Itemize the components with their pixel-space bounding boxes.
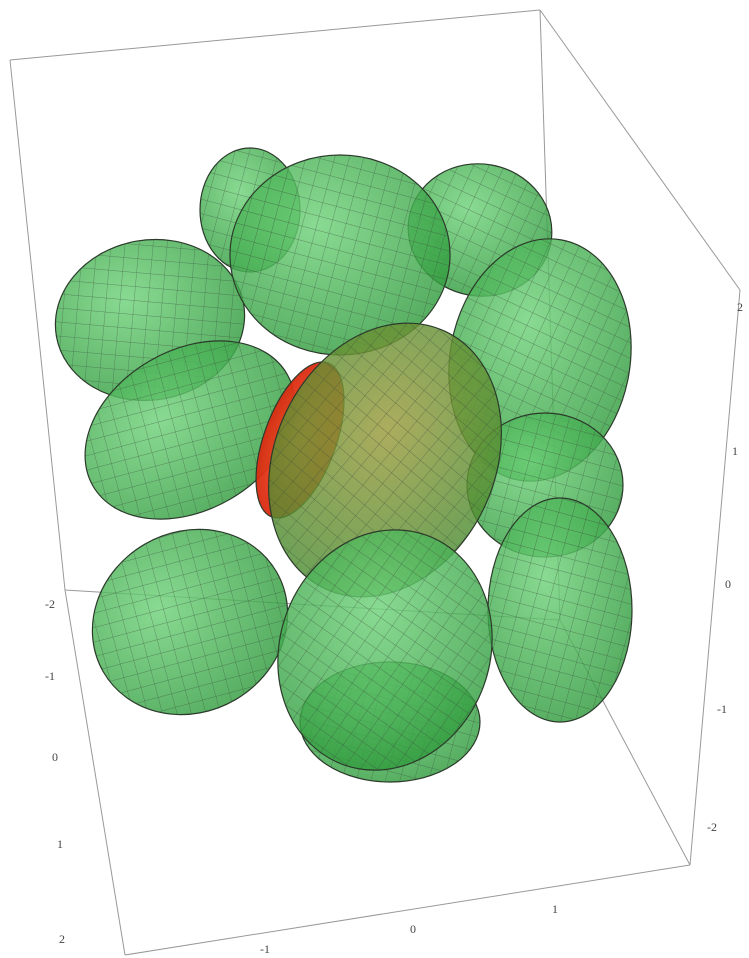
left-tick-label: -1 <box>45 669 55 683</box>
left-tick-label: -2 <box>45 597 55 611</box>
ellipsoid-mesh <box>268 323 502 597</box>
left-tick-label: 0 <box>52 750 58 764</box>
ellipsoid-mesh <box>230 155 450 355</box>
right-tick-label: 2 <box>737 300 743 314</box>
bottom-tick-label: 0 <box>410 922 416 936</box>
left-tick-label: 1 <box>57 837 63 851</box>
bottom-tick-label: 1 <box>552 902 558 916</box>
left-tick-label: 2 <box>59 932 65 946</box>
right-tick-label: 1 <box>732 444 738 458</box>
ellipsoid-mesh <box>277 529 493 771</box>
ellipsoids <box>54 147 633 783</box>
tick-labels: -2 -1 0 1 2 -1 0 1 2 1 0 -1 -2 <box>45 300 743 956</box>
ellipsoid-mesh <box>92 529 288 715</box>
bottom-tick-label: -1 <box>260 942 270 956</box>
ellipsoid-mesh <box>85 340 295 520</box>
ellipsoid-mesh <box>488 498 632 722</box>
right-tick-label: -1 <box>717 702 727 716</box>
right-tick-label: -2 <box>707 820 717 834</box>
right-tick-label: 0 <box>725 577 731 591</box>
